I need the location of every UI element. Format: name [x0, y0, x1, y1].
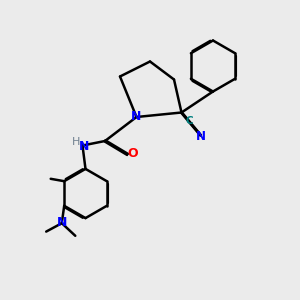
Text: N: N [79, 140, 89, 153]
Text: N: N [196, 130, 206, 142]
Text: N: N [131, 110, 141, 123]
Text: H: H [72, 137, 80, 147]
Text: N: N [57, 216, 67, 229]
Text: C: C [185, 116, 193, 126]
Text: O: O [127, 147, 138, 161]
